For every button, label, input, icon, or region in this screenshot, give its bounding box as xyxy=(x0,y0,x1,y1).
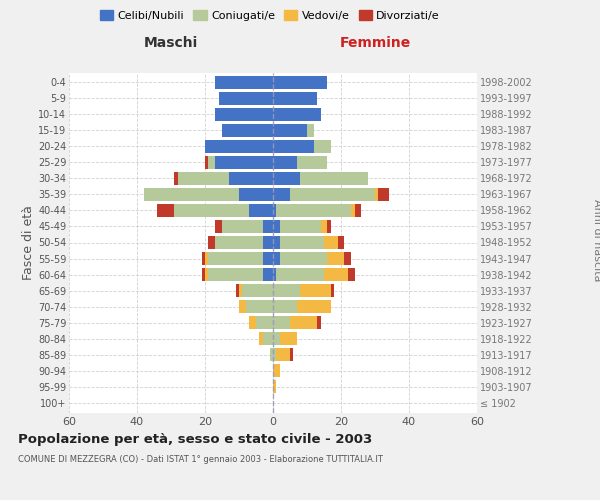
Bar xyxy=(215,220,222,233)
Bar xyxy=(178,172,229,185)
Bar xyxy=(222,220,263,233)
Bar xyxy=(205,156,208,169)
Bar xyxy=(273,204,277,217)
Bar xyxy=(215,108,273,121)
Bar xyxy=(239,300,246,313)
Bar xyxy=(344,252,351,265)
Bar xyxy=(277,268,324,281)
Bar xyxy=(263,332,273,345)
Bar xyxy=(280,220,320,233)
Bar xyxy=(290,348,293,362)
Bar xyxy=(273,348,277,362)
Bar xyxy=(215,76,273,88)
Bar xyxy=(263,252,273,265)
Bar xyxy=(317,316,320,330)
Bar xyxy=(256,316,273,330)
Bar xyxy=(205,140,273,153)
Bar xyxy=(259,332,263,345)
Bar xyxy=(273,172,300,185)
Bar xyxy=(239,188,273,201)
Bar xyxy=(273,76,328,88)
Bar xyxy=(273,220,280,233)
Bar xyxy=(273,284,300,297)
Bar xyxy=(379,188,389,201)
Bar xyxy=(273,140,314,153)
Bar xyxy=(242,284,273,297)
Bar xyxy=(300,172,368,185)
Text: Femmine: Femmine xyxy=(340,36,410,50)
Text: Popolazione per età, sesso e stato civile - 2003: Popolazione per età, sesso e stato civil… xyxy=(18,432,372,446)
Bar xyxy=(290,188,375,201)
Bar xyxy=(273,156,297,169)
Bar xyxy=(239,284,242,297)
Bar xyxy=(273,300,297,313)
Bar xyxy=(273,268,277,281)
Bar xyxy=(246,300,273,313)
Bar xyxy=(157,204,175,217)
Bar xyxy=(249,204,273,217)
Bar xyxy=(290,316,317,330)
Bar xyxy=(273,380,277,394)
Bar xyxy=(320,220,328,233)
Bar xyxy=(314,140,331,153)
Bar xyxy=(324,236,338,249)
Text: Maschi: Maschi xyxy=(144,36,198,50)
Bar xyxy=(218,92,273,104)
Bar xyxy=(280,332,297,345)
Bar xyxy=(324,268,348,281)
Bar xyxy=(208,236,215,249)
Bar xyxy=(249,316,256,330)
Y-axis label: Fasce di età: Fasce di età xyxy=(22,205,35,280)
Bar xyxy=(355,204,361,217)
Bar xyxy=(297,156,328,169)
Bar xyxy=(273,332,280,345)
Text: Anni di nascita: Anni di nascita xyxy=(592,198,600,281)
Bar xyxy=(351,204,355,217)
Bar xyxy=(263,236,273,249)
Bar xyxy=(236,284,239,297)
Bar xyxy=(331,284,334,297)
Bar xyxy=(202,252,205,265)
Bar xyxy=(208,156,215,169)
Bar xyxy=(144,188,239,201)
Bar xyxy=(222,124,273,137)
Bar xyxy=(229,172,273,185)
Text: COMUNE DI MEZZEGRA (CO) - Dati ISTAT 1° gennaio 2003 - Elaborazione TUTTITALIA.I: COMUNE DI MEZZEGRA (CO) - Dati ISTAT 1° … xyxy=(18,455,383,464)
Bar xyxy=(307,124,314,137)
Bar xyxy=(273,236,280,249)
Bar xyxy=(263,220,273,233)
Bar xyxy=(205,252,208,265)
Bar xyxy=(277,348,290,362)
Bar xyxy=(297,300,331,313)
Bar xyxy=(175,172,178,185)
Bar xyxy=(280,252,328,265)
Bar xyxy=(273,108,320,121)
Bar xyxy=(280,236,324,249)
Bar xyxy=(273,124,307,137)
Bar xyxy=(338,236,344,249)
Bar xyxy=(273,364,280,378)
Bar xyxy=(208,252,263,265)
Bar xyxy=(273,92,317,104)
Bar xyxy=(208,268,263,281)
Bar xyxy=(273,252,280,265)
Bar xyxy=(263,268,273,281)
Bar xyxy=(348,268,355,281)
Bar xyxy=(273,316,290,330)
Bar xyxy=(215,156,273,169)
Bar xyxy=(277,204,351,217)
Bar xyxy=(328,220,331,233)
Bar xyxy=(205,268,208,281)
Bar xyxy=(215,236,263,249)
Bar xyxy=(375,188,379,201)
Bar xyxy=(175,204,249,217)
Bar xyxy=(300,284,331,297)
Bar xyxy=(328,252,344,265)
Bar xyxy=(202,268,205,281)
Bar xyxy=(269,348,273,362)
Bar xyxy=(273,188,290,201)
Legend: Celibi/Nubili, Coniugati/e, Vedovi/e, Divorziati/e: Celibi/Nubili, Coniugati/e, Vedovi/e, Di… xyxy=(98,8,442,23)
